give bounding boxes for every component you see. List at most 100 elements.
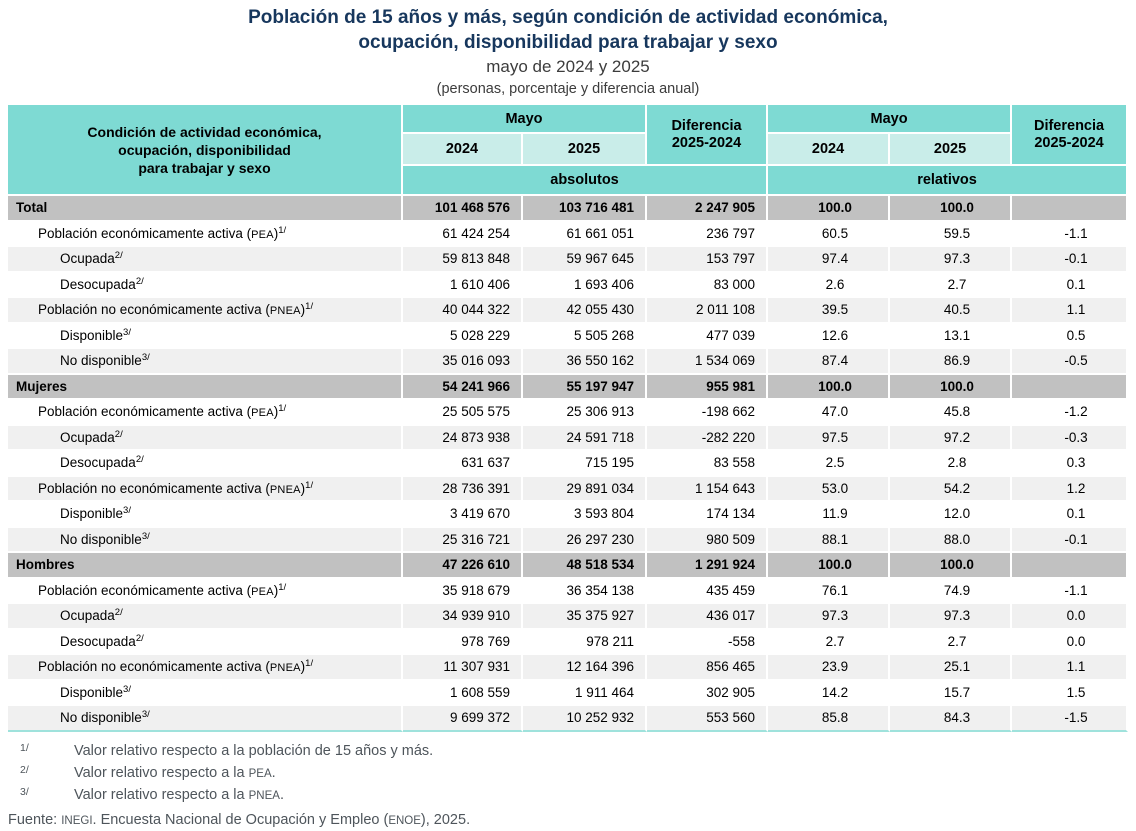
value-cell-absolute: 42 055 430 [523,298,648,324]
row-label: Población no económicamente activa (PNEA… [8,655,403,681]
band-relativos: relativos [768,166,1129,196]
value-cell-absolute: 83 558 [647,451,769,477]
value-cell-absolute: 83 000 [647,272,769,298]
table-row: Disponible3/3 419 670 3 593 804 174 134 11.… [8,502,1129,528]
row-label: Desocupada2/ [8,629,403,655]
footnote-marker: 3/ [20,785,29,798]
value-cell-absolute: 40 044 322 [403,298,523,324]
source-label: Fuente: [8,811,62,828]
value-cell-absolute: 435 459 [647,578,769,604]
period-subtitle: mayo de 2024 y 2025 [486,57,650,76]
value-cell-absolute: 36 550 162 [523,349,648,375]
value-cell-relative: 23.9 [768,655,891,681]
value-cell-relative: 88.0 [890,527,1013,553]
value-cell-relative: 2.7 [768,629,891,655]
value-cell-relative [1012,196,1129,222]
value-cell-relative: -0.5 [1012,349,1129,375]
value-cell-absolute: 302 905 [647,680,769,706]
value-cell-relative: 39.5 [768,298,891,324]
value-cell-absolute: 715 195 [523,451,648,477]
table-section-row: Total 101 468 576 103 716 481 2 247 905 100.… [8,196,1129,222]
value-cell-absolute: 1 693 406 [523,272,648,298]
footnote: 1/Valor relativo respecto a la población… [8,741,1136,763]
value-cell-absolute: 29 891 034 [523,476,648,502]
value-cell-relative: -1.1 [1012,578,1129,604]
value-cell-absolute: 1 291 924 [647,553,769,579]
value-cell-relative: 1.5 [1012,680,1129,706]
row-label: Ocupada2/ [8,604,403,630]
value-cell-relative: 87.4 [768,349,891,375]
value-cell-absolute: 61 661 051 [523,221,648,247]
value-cell-absolute: 25 306 913 [523,400,648,426]
value-cell-relative: -1.1 [1012,221,1129,247]
value-cell-absolute: 34 939 910 [403,604,523,630]
value-cell-absolute: 2 011 108 [647,298,769,324]
value-cell-relative: 0.1 [1012,272,1129,298]
value-cell-relative: 15.7 [890,680,1013,706]
band-absolutos: absolutos [403,166,769,196]
value-cell-relative: -0.1 [1012,527,1129,553]
diferencia-line1: Diferencia [1033,117,1105,134]
row-label: Mujeres [8,374,403,400]
source-mid: . Encuesta Nacional de Ocupación y Emple… [92,811,389,828]
row-label: Población no económicamente activa (PNEA… [8,476,403,502]
value-cell-relative: 100.0 [768,374,891,400]
value-cell-absolute: 174 134 [647,502,769,528]
value-cell-relative: 11.9 [768,502,891,528]
value-cell-relative [1012,553,1129,579]
source-acronym: ENOE [388,814,421,827]
value-cell-relative: 2.7 [890,629,1013,655]
table-row: Disponible3/5 028 229 5 505 268 477 039 12.… [8,323,1129,349]
value-cell-absolute: 59 813 848 [403,247,523,273]
value-cell-relative: 1.1 [1012,298,1129,324]
value-cell-absolute: 955 981 [647,374,769,400]
row-label: Población no económicamente activa (PNEA… [8,298,403,324]
value-cell-absolute: 101 468 576 [403,196,523,222]
value-cell-absolute: 1 911 464 [523,680,648,706]
table-section-row: Hombres 47 226 610 48 518 534 1 291 924 100.… [8,553,1129,579]
value-cell-relative: 2.8 [890,451,1013,477]
value-cell-absolute: 35 375 927 [523,604,648,630]
value-cell-absolute: 10 252 932 [523,706,648,732]
table-row: Disponible3/1 608 559 1 911 464 302 905 14.… [8,680,1129,706]
value-cell-absolute: 59 967 645 [523,247,648,273]
value-cell-absolute: 11 307 931 [403,655,523,681]
footnote: 3/Valor relativo respecto a la PNEA. [8,785,1136,807]
value-cell-absolute: 48 518 534 [523,553,648,579]
footnote: 2/Valor relativo respecto a la PEA. [8,763,1136,785]
value-cell-relative: 100.0 [768,196,891,222]
footnote-marker: 2/ [20,763,29,776]
value-cell-relative: 25.1 [890,655,1013,681]
row-label: Disponible3/ [8,323,403,349]
table-row: Ocupada2/24 873 938 24 591 718 -282 220 97.… [8,425,1129,451]
value-cell-relative: 86.9 [890,349,1013,375]
row-label: Desocupada2/ [8,272,403,298]
value-cell-absolute: 3 593 804 [523,502,648,528]
value-cell-relative: -1.5 [1012,706,1129,732]
row-label: No disponible3/ [8,527,403,553]
footnotes-block: 1/Valor relativo respecto a la población… [8,741,1136,807]
value-cell-absolute: 236 797 [647,221,769,247]
value-cell-absolute: 24 873 938 [403,425,523,451]
table-row: Desocupada2/978 769 978 211 -558 2.7 2.7 0.0 [8,629,1129,655]
column-header-condition: Condición de actividad económica, ocupac… [8,105,403,196]
value-cell-absolute: 26 297 230 [523,527,648,553]
footnote-marker: 1/ [20,741,29,754]
value-cell-relative: 54.2 [890,476,1013,502]
row-label: Población económicamente activa (PEA)1/ [8,221,403,247]
table-row: No disponible3/25 316 721 26 297 230 980 5… [8,527,1129,553]
row-label: Ocupada2/ [8,247,403,273]
value-cell-absolute: 36 354 138 [523,578,648,604]
value-cell-absolute: 25 316 721 [403,527,523,553]
condition-line2: ocupación, disponibilidad [118,141,291,158]
value-cell-absolute: 28 736 391 [403,476,523,502]
population-activity-table: Condición de actividad económica, ocupac… [8,105,1129,732]
value-cell-absolute: 3 419 670 [403,502,523,528]
value-cell-absolute: 477 039 [647,323,769,349]
value-cell-absolute: 631 637 [403,451,523,477]
value-cell-absolute: 856 465 [647,655,769,681]
value-cell-relative: 53.0 [768,476,891,502]
value-cell-absolute: 24 591 718 [523,425,648,451]
value-cell-relative: 40.5 [890,298,1013,324]
table-row: Desocupada2/631 637 715 195 83 558 2.5 2.8 0.… [8,451,1129,477]
